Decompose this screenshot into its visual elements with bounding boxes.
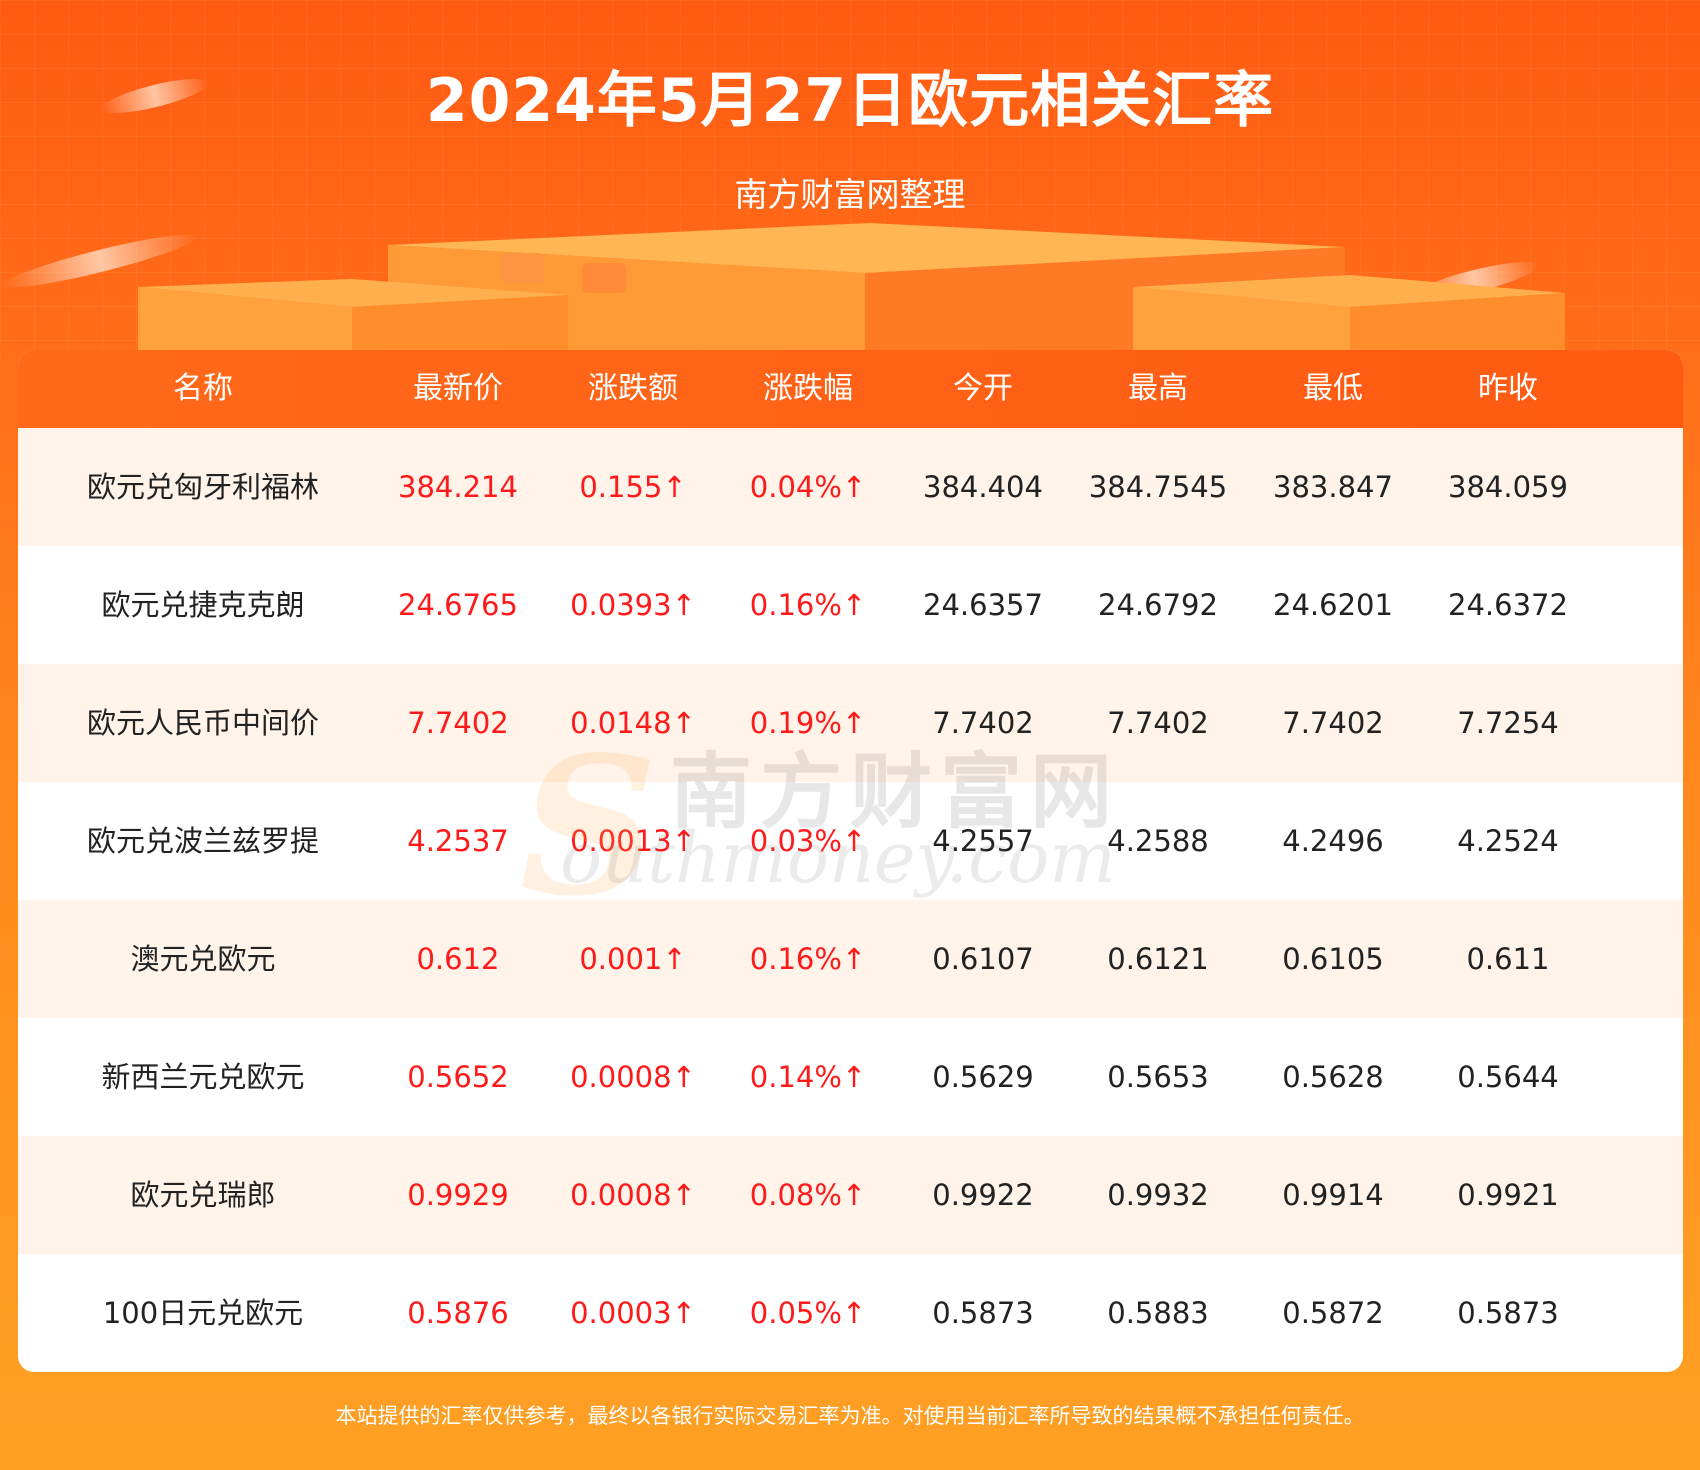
table-row: 欧元兑捷克克朗 24.6765 0.0393↑ 0.16%↑ 24.6357 2… [18, 546, 1683, 664]
cell-change: 0.001↑ [579, 942, 687, 976]
cell-change: 0.0148↑ [570, 706, 696, 740]
table-row: 欧元兑瑞郎 0.9929 0.0008↑ 0.08%↑ 0.9922 0.993… [18, 1136, 1683, 1254]
cell-pair-name: 欧元兑捷克克朗 [101, 588, 305, 622]
column-header-low: 最低 [1303, 371, 1363, 406]
cell-open: 384.404 [923, 470, 1043, 504]
cell-high: 24.6792 [1098, 588, 1218, 622]
cell-latest: 7.7402 [407, 706, 509, 740]
cell-low: 0.5628 [1282, 1060, 1384, 1094]
cell-high: 0.6121 [1107, 942, 1209, 976]
cell-low: 0.5872 [1282, 1296, 1384, 1330]
cell-change-pct: 0.08%↑ [749, 1178, 867, 1212]
table-row: 欧元人民币中间价 7.7402 0.0148↑ 0.19%↑ 7.7402 7.… [18, 664, 1683, 782]
column-header-prev-close: 昨收 [1478, 371, 1538, 406]
cell-change: 0.0008↑ [570, 1060, 696, 1094]
cell-prev-close: 0.5873 [1457, 1296, 1559, 1330]
cell-change-pct: 0.16%↑ [749, 942, 867, 976]
cell-pair-name: 欧元兑匈牙利福林 [86, 470, 319, 504]
cell-open: 24.6357 [923, 588, 1043, 622]
cell-open: 0.5873 [932, 1296, 1034, 1330]
cell-latest: 4.2537 [407, 824, 509, 858]
cell-pair-name: 新西兰元兑欧元 [101, 1060, 305, 1094]
cell-open: 0.5629 [932, 1060, 1034, 1094]
table-row: 新西兰元兑欧元 0.5652 0.0008↑ 0.14%↑ 0.5629 0.5… [18, 1018, 1683, 1136]
cell-latest: 0.5652 [407, 1060, 509, 1094]
table-header: 名称 最新价 涨跌额 涨跌幅 今开 最高 最低 昨收 [18, 350, 1683, 428]
cell-change: 0.0008↑ [570, 1178, 696, 1212]
cell-low: 24.6201 [1273, 588, 1393, 622]
cell-change: 0.155↑ [579, 470, 687, 504]
cell-change: 0.0013↑ [570, 824, 696, 858]
cell-open: 7.7402 [932, 706, 1034, 740]
cell-open: 0.9922 [932, 1178, 1034, 1212]
cell-latest: 0.612 [416, 942, 500, 976]
cell-low: 383.847 [1273, 470, 1393, 504]
table-row: 澳元兑欧元 0.612 0.001↑ 0.16%↑ 0.6107 0.6121 … [18, 900, 1683, 1018]
cell-change: 0.0393↑ [570, 588, 696, 622]
cell-change-pct: 0.16%↑ [749, 588, 867, 622]
cell-high: 7.7402 [1107, 706, 1209, 740]
cell-prev-close: 0.9921 [1457, 1178, 1559, 1212]
cell-high: 4.2588 [1107, 824, 1209, 858]
cell-pair-name: 欧元人民币中间价 [86, 706, 319, 740]
cell-prev-close: 0.5644 [1457, 1060, 1559, 1094]
cell-prev-close: 384.059 [1448, 470, 1568, 504]
cell-latest: 0.9929 [407, 1178, 509, 1212]
cell-low: 7.7402 [1282, 706, 1384, 740]
cell-change-pct: 0.03%↑ [749, 824, 867, 858]
table-row: 100日元兑欧元 0.5876 0.0003↑ 0.05%↑ 0.5873 0.… [18, 1254, 1683, 1372]
cell-high: 0.5883 [1107, 1296, 1209, 1330]
column-header-latest: 最新价 [413, 371, 503, 406]
column-header-change: 涨跌额 [588, 371, 678, 406]
column-header-high: 最高 [1128, 371, 1188, 406]
cell-prev-close: 7.7254 [1457, 706, 1559, 740]
cell-pair-name: 欧元兑瑞郎 [130, 1178, 276, 1212]
column-header-open: 今开 [953, 371, 1013, 406]
cell-change-pct: 0.14%↑ [749, 1060, 867, 1094]
column-header-change-pct: 涨跌幅 [763, 371, 853, 406]
cell-low: 4.2496 [1282, 824, 1384, 858]
cell-change-pct: 0.04%↑ [749, 470, 867, 504]
cell-latest: 24.6765 [398, 588, 518, 622]
cell-change: 0.0003↑ [570, 1296, 696, 1330]
cell-high: 384.7545 [1088, 470, 1228, 504]
cell-pair-name: 欧元兑波兰兹罗提 [86, 824, 319, 858]
cell-prev-close: 4.2524 [1457, 824, 1559, 858]
cell-open: 0.6107 [932, 942, 1034, 976]
cell-prev-close: 24.6372 [1448, 588, 1568, 622]
page-subtitle: 南方财富网整理 [734, 175, 966, 214]
cell-latest: 0.5876 [407, 1296, 509, 1330]
footer-disclaimer: 本站提供的汇率仅供参考，最终以各银行实际交易汇率为准。对使用当前汇率所导致的结果… [335, 1404, 1365, 1428]
table-row: 欧元兑匈牙利福林 384.214 0.155↑ 0.04%↑ 384.404 3… [18, 428, 1683, 546]
page-title: 2024年5月27日欧元相关汇率 [425, 66, 1275, 136]
header-platform-illustration [138, 223, 1565, 355]
cell-prev-close: 0.611 [1466, 942, 1550, 976]
cell-low: 0.6105 [1282, 942, 1384, 976]
table-row: 欧元兑波兰兹罗提 4.2537 0.0013↑ 0.03%↑ 4.2557 4.… [18, 782, 1683, 900]
cell-high: 0.5653 [1107, 1060, 1209, 1094]
exchange-rate-table: 名称 最新价 涨跌额 涨跌幅 今开 最高 最低 昨收 欧元兑匈牙利福林 384.… [18, 350, 1683, 1372]
cell-pair-name: 100日元兑欧元 [102, 1296, 304, 1330]
cell-latest: 384.214 [398, 470, 518, 504]
cell-change-pct: 0.05%↑ [749, 1296, 867, 1330]
cell-low: 0.9914 [1282, 1178, 1384, 1212]
cell-high: 0.9932 [1107, 1178, 1209, 1212]
column-header-name: 名称 [173, 371, 233, 406]
cell-open: 4.2557 [932, 824, 1034, 858]
cell-pair-name: 澳元兑欧元 [130, 942, 276, 976]
cell-change-pct: 0.19%↑ [749, 706, 867, 740]
